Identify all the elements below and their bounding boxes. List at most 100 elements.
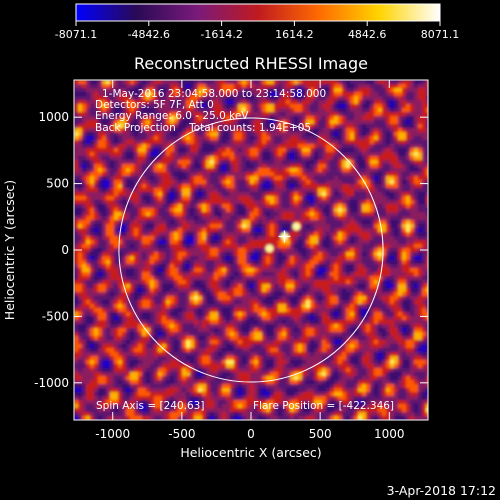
heatmap-cell bbox=[210, 144, 215, 149]
heatmap-cell bbox=[266, 132, 271, 137]
heatmap-cell bbox=[402, 136, 407, 141]
heatmap-cell bbox=[386, 160, 391, 165]
heatmap-cell bbox=[194, 248, 199, 253]
heatmap-cell bbox=[330, 172, 335, 177]
heatmap-cell bbox=[382, 296, 387, 301]
heatmap-cell bbox=[358, 144, 363, 149]
heatmap-cell bbox=[414, 284, 419, 289]
heatmap-cell bbox=[82, 112, 87, 117]
heatmap-cell bbox=[386, 232, 391, 237]
heatmap-cell bbox=[422, 124, 427, 129]
heatmap-cell bbox=[334, 196, 339, 201]
heatmap-cell bbox=[166, 108, 171, 113]
heatmap-cell bbox=[74, 236, 79, 241]
heatmap-cell bbox=[250, 120, 255, 125]
heatmap-cell bbox=[318, 156, 323, 161]
heatmap-cell bbox=[150, 164, 155, 169]
heatmap-cell bbox=[314, 104, 319, 109]
heatmap-cell bbox=[410, 276, 415, 281]
heatmap-cell bbox=[266, 200, 271, 205]
heatmap-cell bbox=[374, 232, 379, 237]
heatmap-cell bbox=[302, 100, 307, 105]
heatmap-cell bbox=[194, 136, 199, 141]
heatmap-cell bbox=[326, 168, 331, 173]
heatmap-cell bbox=[318, 108, 323, 113]
heatmap-cell bbox=[410, 236, 415, 241]
heatmap-cell bbox=[326, 120, 331, 125]
heatmap-cell bbox=[206, 212, 211, 217]
heatmap-cell bbox=[254, 144, 259, 149]
heatmap-cell bbox=[202, 140, 207, 145]
heatmap-cell bbox=[266, 124, 271, 129]
heatmap-cell bbox=[366, 288, 371, 293]
heatmap-cell bbox=[318, 224, 323, 229]
heatmap-cell bbox=[258, 300, 263, 305]
heatmap-cell bbox=[138, 228, 143, 233]
heatmap-cell bbox=[126, 164, 131, 169]
heatmap-cell bbox=[242, 260, 247, 265]
heatmap-cell bbox=[294, 260, 299, 265]
heatmap-cell bbox=[406, 152, 411, 157]
heatmap-cell bbox=[370, 84, 375, 89]
heatmap-cell bbox=[106, 300, 111, 305]
heatmap-cell bbox=[422, 120, 427, 125]
heatmap-cell bbox=[114, 144, 119, 149]
heatmap-cell bbox=[426, 128, 428, 133]
heatmap-cell bbox=[330, 108, 335, 113]
colorbar-strip bbox=[76, 4, 440, 21]
heatmap-cell bbox=[362, 296, 367, 301]
heatmap-cell bbox=[330, 240, 335, 245]
heatmap-cell bbox=[262, 252, 267, 257]
heatmap-cell bbox=[78, 160, 83, 165]
heatmap-cell bbox=[138, 208, 143, 213]
heatmap-cell bbox=[182, 296, 187, 301]
heatmap-cell bbox=[306, 156, 311, 161]
heatmap-cell bbox=[370, 140, 375, 145]
heatmap-cell bbox=[234, 224, 239, 229]
heatmap-cell bbox=[162, 204, 167, 209]
heatmap-cell bbox=[354, 216, 359, 221]
heatmap-cell bbox=[114, 276, 119, 281]
heatmap-cell bbox=[382, 240, 387, 245]
heatmap-cell bbox=[110, 192, 115, 197]
heatmap-cell bbox=[410, 160, 415, 165]
heatmap-cell bbox=[394, 108, 399, 113]
heatmap-cell bbox=[286, 288, 291, 293]
heatmap-cell bbox=[210, 116, 215, 121]
heatmap-cell bbox=[342, 288, 347, 293]
heatmap-cell bbox=[406, 244, 411, 249]
heatmap-cell bbox=[302, 300, 307, 305]
heatmap-cell bbox=[262, 300, 267, 305]
heatmap-cell bbox=[94, 104, 99, 109]
heatmap-cell bbox=[406, 140, 411, 145]
heatmap-cell bbox=[250, 104, 255, 109]
heatmap-cell bbox=[194, 160, 199, 165]
heatmap-cell bbox=[314, 224, 319, 229]
heatmap-cell bbox=[298, 120, 303, 125]
heatmap-cell bbox=[370, 200, 375, 205]
heatmap-cell bbox=[414, 96, 419, 101]
heatmap-cell bbox=[318, 240, 323, 245]
heatmap-cell bbox=[98, 208, 103, 213]
heatmap-cell bbox=[402, 240, 407, 245]
heatmap-cell bbox=[110, 136, 115, 141]
heatmap-cell bbox=[322, 140, 327, 145]
heatmap-cell bbox=[150, 180, 155, 185]
heatmap-cell bbox=[210, 292, 215, 297]
heatmap-cell bbox=[138, 180, 143, 185]
heatmap-cell bbox=[174, 152, 179, 157]
heatmap-cell bbox=[230, 184, 235, 189]
heatmap-cell bbox=[214, 216, 219, 221]
heatmap-cell bbox=[246, 280, 251, 285]
heatmap-cell bbox=[418, 128, 423, 133]
heatmap-cell bbox=[110, 256, 115, 261]
heatmap-cell bbox=[390, 240, 395, 245]
heatmap-cell bbox=[138, 140, 143, 145]
heatmap-cell bbox=[302, 160, 307, 165]
heatmap-cell bbox=[262, 124, 267, 129]
heatmap-cell bbox=[290, 124, 295, 129]
heatmap-cell bbox=[94, 172, 99, 177]
heatmap-cell bbox=[138, 88, 143, 93]
heatmap-cell bbox=[262, 96, 267, 101]
heatmap-cell bbox=[334, 124, 339, 129]
